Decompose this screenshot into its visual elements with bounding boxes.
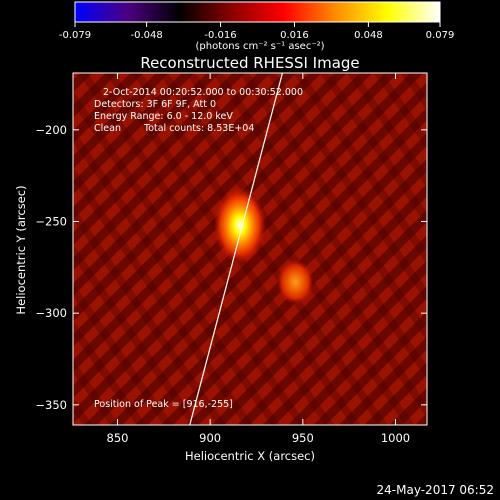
solar-limb-line	[189, 73, 284, 425]
primary-source	[213, 187, 266, 264]
peak-position-label: Position of Peak = [916,-255]	[94, 399, 233, 410]
colorbar-ticks: -0.079 -0.048 -0.016 0.016 0.048 0.079	[59, 1, 455, 41]
colorbar-tick-label: 0.079	[426, 30, 455, 41]
footer-date: 24-May-2017 06:52	[377, 483, 494, 497]
y-tick-label: −200	[35, 123, 67, 137]
y-tick-label: −250	[35, 215, 67, 229]
y-tick-label: −350	[35, 398, 67, 412]
y-axis-label: Heliocentric Y (arcsec)	[14, 185, 28, 314]
sources-layer	[213, 187, 314, 304]
x-tick-label: 950	[292, 431, 314, 445]
x-tick-label: 900	[199, 431, 221, 445]
chart-title: Reconstructed RHESSI Image	[140, 54, 359, 72]
colorbar-tick-label: 0.016	[280, 30, 309, 41]
colorbar-frame	[74, 1, 441, 23]
colorbar-units-label: (photons cm⁻² s⁻¹ asec⁻²)	[195, 41, 324, 52]
info-energy: Energy Range: 6.0 - 12.0 keV	[94, 111, 233, 122]
colorbar-tick-label: 0.048	[354, 30, 383, 41]
image-area	[73, 73, 427, 425]
colorbar-tick-label: -0.079	[59, 30, 91, 41]
colorbar	[75, 2, 440, 22]
colorbar-tick-label: -0.016	[204, 30, 236, 41]
colorbar-tick-label: -0.048	[130, 30, 162, 41]
info-detectors: Detectors: 3F 6F 9F, Att 0	[94, 99, 216, 110]
info-time-range: 2-Oct-2014 00:20:52.000 to 00:30:52.000	[103, 87, 303, 98]
x-axis-label: Heliocentric X (arcsec)	[185, 449, 315, 463]
info-total-counts: Total counts: 8.53E+04	[143, 123, 254, 134]
axes: 850 900 950 1000 −200 −250 −300 −350	[35, 73, 427, 445]
secondary-source	[277, 260, 314, 304]
plot-frame	[72, 72, 428, 426]
y-tick-label: −300	[35, 306, 67, 320]
info-method: Clean	[94, 123, 121, 134]
x-tick-label: 1000	[381, 431, 410, 445]
x-tick-label: 850	[107, 431, 129, 445]
